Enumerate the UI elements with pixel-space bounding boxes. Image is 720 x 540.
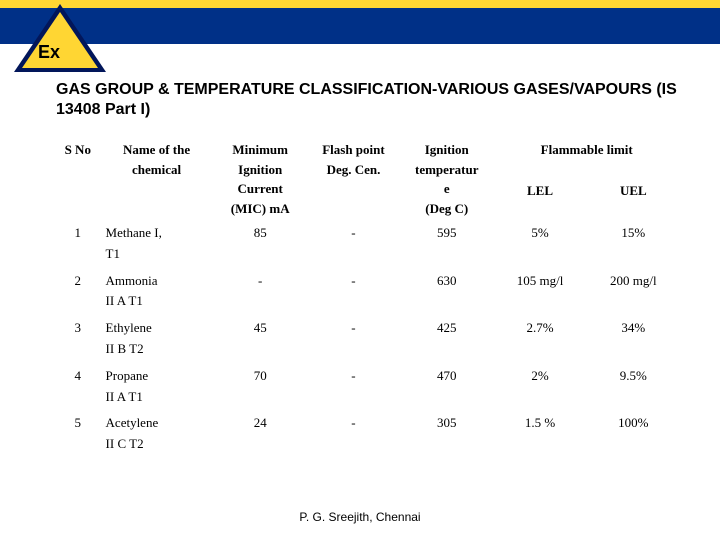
cell-mic: 70 [214,363,307,411]
col-flash: Flash point Deg. Cen. [307,138,400,220]
cell-ign: 305 [400,410,493,458]
table-header-row: S No Name of the chemical Minimum Igniti… [56,138,680,179]
table-row: 1Methane I,T185-5955%15% [56,220,680,268]
top-yellow-strip [0,0,720,8]
cell-lel: 2.7% [493,315,586,363]
table-row: 5AcetyleneII C T224-3051.5 %100% [56,410,680,458]
table-row: 4PropaneII A T170-4702%9.5% [56,363,680,411]
cell-ign: 425 [400,315,493,363]
cell-name: AcetyleneII C T2 [100,410,214,458]
col-flash-l1: Flash point [322,142,385,157]
table-row: 3EthyleneII B T245-4252.7%34% [56,315,680,363]
cell-flash: - [307,315,400,363]
cell-flash: - [307,220,400,268]
col-ign-l4: (Deg C) [425,201,468,216]
cell-lel: 5% [493,220,586,268]
cell-ign: 470 [400,363,493,411]
cell-mic: 45 [214,315,307,363]
cell-sno: 3 [56,315,100,363]
col-uel: UEL [587,179,680,220]
ex-symbol-label: Ex [38,42,60,63]
footer-credit: P. G. Sreejith, Chennai [0,510,720,524]
col-sno: S No [56,138,100,220]
cell-sno: 5 [56,410,100,458]
cell-sno: 1 [56,220,100,268]
blue-banner [0,8,720,44]
cell-uel: 9.5% [587,363,680,411]
cell-mic: - [214,268,307,316]
col-name-l1: Name of the [123,142,190,157]
cell-name: AmmoniaII A T1 [100,268,214,316]
col-ign-l2: temperatur [415,162,479,177]
table-row: 2AmmoniaII A T1--630105 mg/l200 mg/l [56,268,680,316]
cell-ign: 630 [400,268,493,316]
cell-sno: 2 [56,268,100,316]
col-lel: LEL [493,179,586,220]
cell-name: Methane I,T1 [100,220,214,268]
cell-flash: - [307,410,400,458]
cell-ign: 595 [400,220,493,268]
col-mic-l4: (MIC) mA [231,201,290,216]
cell-lel: 1.5 % [493,410,586,458]
cell-uel: 100% [587,410,680,458]
col-name: Name of the chemical [100,138,214,220]
cell-flash: - [307,268,400,316]
cell-uel: 200 mg/l [587,268,680,316]
col-flammable: Flammable limit [493,138,680,179]
col-mic-l2: Ignition [238,162,282,177]
col-mic-l1: Minimum [232,142,288,157]
cell-name: EthyleneII B T2 [100,315,214,363]
cell-sno: 4 [56,363,100,411]
cell-lel: 105 mg/l [493,268,586,316]
col-ign-l1: Ignition [425,142,469,157]
page-title: GAS GROUP & TEMPERATURE CLASSIFICATION-V… [56,80,680,120]
col-ign-l3: e [444,181,450,196]
cell-lel: 2% [493,363,586,411]
col-mic-l3: Current [238,181,283,196]
cell-uel: 34% [587,315,680,363]
cell-uel: 15% [587,220,680,268]
cell-mic: 24 [214,410,307,458]
col-ign: Ignition temperatur e (Deg C) [400,138,493,220]
cell-name: PropaneII A T1 [100,363,214,411]
col-flash-l2: Deg. Cen. [327,162,381,177]
gas-classification-table: S No Name of the chemical Minimum Igniti… [56,138,680,458]
col-name-l2: chemical [132,162,181,177]
cell-flash: - [307,363,400,411]
cell-mic: 85 [214,220,307,268]
col-mic: Minimum Ignition Current (MIC) mA [214,138,307,220]
